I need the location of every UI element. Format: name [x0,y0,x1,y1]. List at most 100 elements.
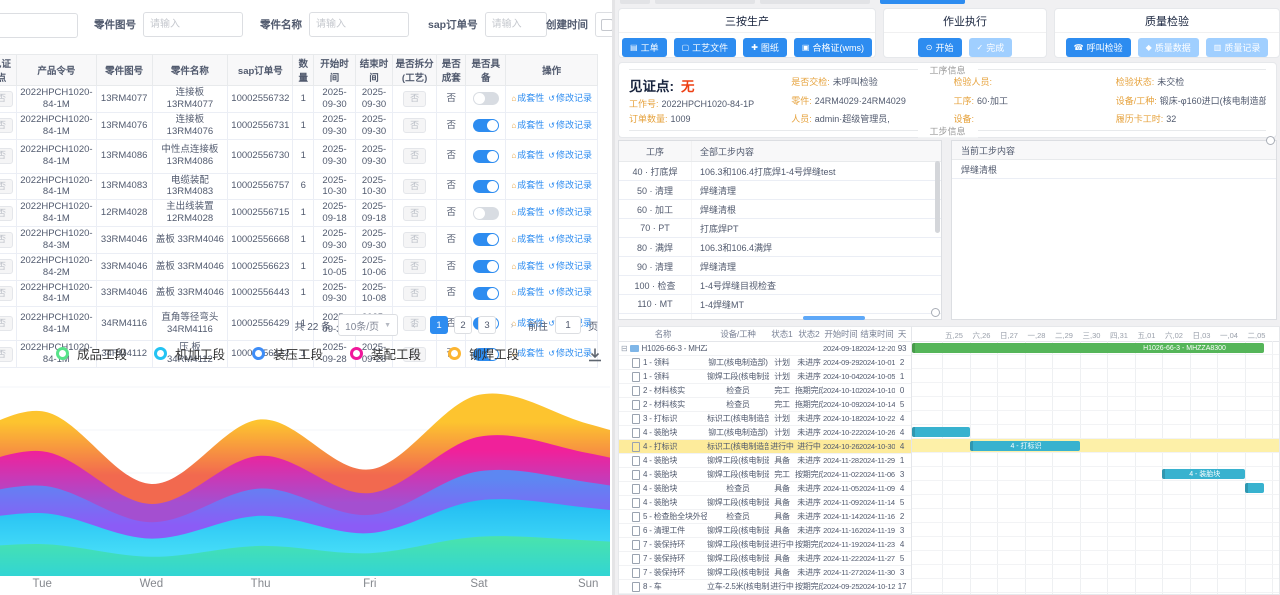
vertical-scrollbar[interactable] [935,161,940,233]
呼叫检验-button[interactable]: ☎ 呼叫检验 [1065,38,1131,57]
kit-check-link[interactable]: ⌂成套性 [511,92,545,103]
kit-check-link[interactable]: ⌂成套性 [511,317,545,328]
prev-page-button[interactable]: ‹ [412,319,416,331]
modify-log-link[interactable]: ↺修改记录 [548,348,592,359]
next-page-button[interactable]: › [510,319,514,331]
split-process-button[interactable]: 否 [403,316,427,332]
sap-order-no-input[interactable] [484,12,547,37]
legend-item[interactable]: 成品工段 [56,344,127,363]
kit-check-link[interactable]: ⌂成套性 [511,150,545,161]
process-row[interactable]: 90 · 清理 焊缝清理 [619,256,941,276]
download-icon[interactable] [586,346,604,364]
legend-item[interactable]: 装配工段 [350,344,421,363]
质量数据-button[interactable]: ◆ 质量数据 [1137,38,1199,57]
ready-toggle[interactable] [472,260,499,274]
legend-item[interactable]: 装压工段 [252,344,323,363]
horizontal-scrollbar[interactable] [803,316,865,320]
质量记录-button[interactable]: ▥ 质量记录 [1205,38,1269,57]
part-drawing-no-input[interactable] [143,12,243,37]
checkbox-icon[interactable] [601,18,612,31]
ready-toggle[interactable] [472,119,499,133]
gantt-bar[interactable]: 4 - 装胎块 [1162,469,1245,479]
modify-log-link[interactable]: ↺修改记录 [548,207,592,218]
kit-check-link[interactable]: ⌂成套性 [511,233,545,244]
legend-item[interactable]: 铆焊工段 [448,344,519,363]
tab-stub[interactable] [655,0,755,4]
process-row[interactable]: 120 · UT1-4焊缝UT [619,313,941,319]
process-row[interactable]: 100 · 检查 1-4号焊缝目视检查 [619,275,941,295]
gantt-row[interactable]: 8 - 车立车-2.5米(核电制造部)进行中按期完成2024-09-252024… [619,580,911,594]
tab-active-stub[interactable] [880,0,965,4]
kit-check-link[interactable]: ⌂成套性 [511,348,545,359]
合格证(wms)-button[interactable]: ▣ 合格证(wms) [793,38,872,57]
process-row[interactable]: 40 · 打底焊 106.3和106.4打底焊1-4号焊缝test [619,161,941,181]
process-row[interactable]: 60 · 加工 焊缝清根 [619,199,941,219]
开始-button[interactable]: ⊙ 开始 [917,38,962,57]
split-process-button[interactable]: 否 [403,148,427,164]
page-size-select[interactable]: 10条/页 ▼ [338,314,398,336]
gantt-row[interactable]: ⊟H1026-66-3 - MHZZA8300 2024-09-182024-12… [619,342,911,356]
split-process-button[interactable]: 否 [403,259,427,275]
gantt-bar[interactable] [1244,483,1264,493]
split-process-button[interactable]: 否 [403,205,427,221]
modify-log-link[interactable]: ↺修改记录 [548,92,592,103]
gantt-row[interactable]: 1 - 领料 铆工(核电制造部) 计划 未进序 2024-09-29 2024-10-01… [619,356,911,370]
split-process-button[interactable]: 否 [403,346,427,362]
ready-toggle[interactable] [472,92,499,106]
gantt-row[interactable]: 4 - 打标识 标识工(核电制造部) 进行中 进行中 2024-10-26 2024-10… [619,440,911,454]
完成-button[interactable]: ✓ 完成 [968,38,1013,57]
ready-toggle[interactable] [472,233,499,247]
modify-log-link[interactable]: ↺修改记录 [548,287,592,298]
date-range-picker[interactable]: 开始日期 - 结束日期 [595,12,612,37]
gantt-row[interactable]: 4 - 装胎块 检查员 具备 未进序 2024-11-05 2024-11-09 4 [619,482,911,496]
gantt-bar[interactable]: 4 - 打标识 [969,441,1080,451]
part-name-input[interactable] [309,12,409,37]
split-process-button[interactable]: 否 [403,285,427,301]
legend-item[interactable]: 机加工段 [154,344,225,363]
process-row[interactable]: 110 · MT 1-4焊缝MT [619,294,941,314]
goto-page-input[interactable] [555,316,581,334]
modify-log-link[interactable]: ↺修改记录 [548,119,592,130]
工单-button[interactable]: ▤ 工单 [622,38,667,57]
gantt-row[interactable]: 3 - 打标识 标识工(核电制造部) 计划 未进序 2024-10-18 2024-10-… [619,412,911,426]
page-button-2[interactable]: 2 [454,316,472,334]
kit-check-link[interactable]: ⌂成套性 [511,260,545,271]
page-button-3[interactable]: 3 [478,316,496,334]
ready-toggle[interactable] [472,149,499,163]
collapse-icon[interactable]: ⊟ [621,344,628,353]
modify-log-link[interactable]: ↺修改记录 [548,233,592,244]
split-process-button[interactable]: 否 [403,91,427,107]
工艺文件-button[interactable]: ▢ 工艺文件 [673,38,737,57]
gantt-bar[interactable]: H1026-66-3 - MHZZA8300 [912,343,1264,353]
splitter-handle[interactable] [931,308,940,317]
gantt-row[interactable]: 7 - 装保持环铆焊工段(核电制造部)进行中按期完成2024-11-192024… [619,538,911,552]
process-row[interactable]: 80 · 满焊 106.3和106.4满焊 [619,237,941,257]
page-button-1[interactable]: 1 [430,316,448,334]
gantt-row[interactable]: 5 - 检查胎全块外径 检查员 具备 未进序 2024-11-14 2024-11-16 2 [619,510,911,524]
modify-log-link[interactable]: ↺修改记录 [548,150,592,161]
cutoff-filter-input[interactable] [0,13,78,38]
ready-toggle[interactable] [472,347,499,361]
modify-log-link[interactable]: ↺修改记录 [548,180,592,191]
kit-check-link[interactable]: ⌂成套性 [511,287,545,298]
图纸-button[interactable]: ✚ 图纸 [743,38,787,57]
kit-check-link[interactable]: ⌂成套性 [511,207,545,218]
modify-log-link[interactable]: ↺修改记录 [548,260,592,271]
gantt-bar[interactable] [912,427,970,437]
ready-toggle[interactable] [472,286,499,300]
gantt-row[interactable]: 4 - 装胎块 铆工(核电制造部) 计划 未进序 2024-10-22 2024-10-2… [619,426,911,440]
tab-stub[interactable] [760,0,870,4]
ready-toggle[interactable] [472,179,499,193]
split-process-button[interactable]: 否 [403,118,427,134]
splitter-handle[interactable] [1266,136,1275,145]
process-row[interactable]: 50 · 清理 焊缝清理 [619,180,941,200]
kit-check-link[interactable]: ⌂成套性 [511,119,545,130]
